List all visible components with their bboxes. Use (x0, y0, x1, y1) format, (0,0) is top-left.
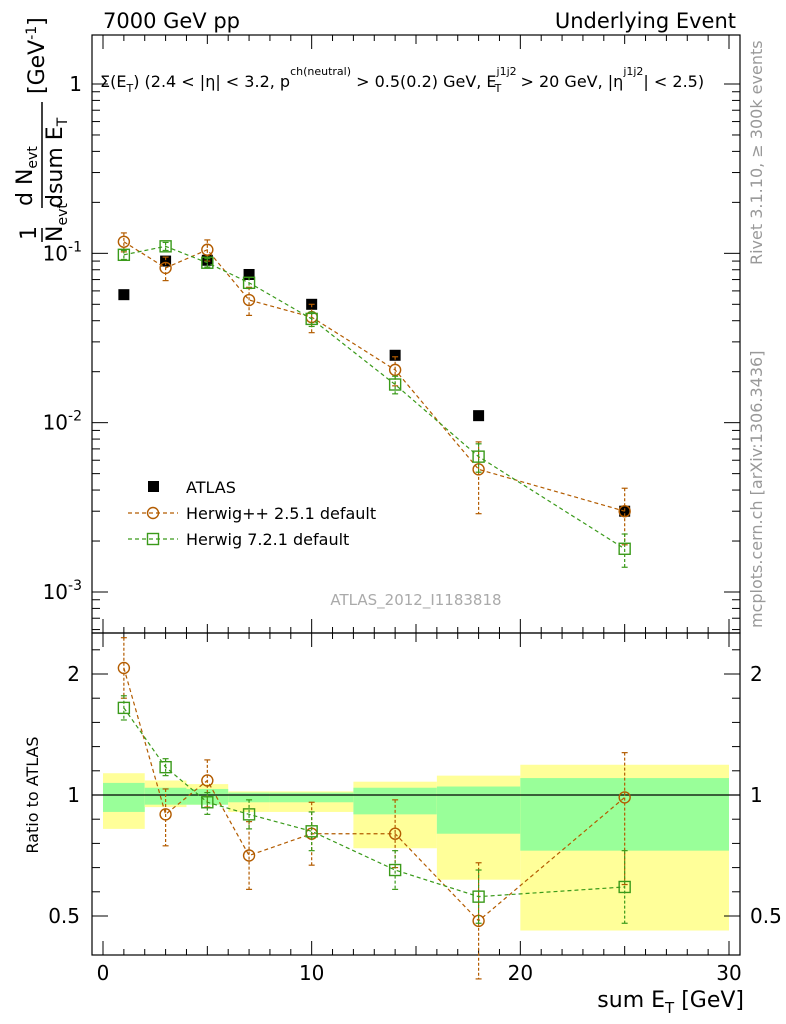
main-y-tick-label: 10-1 (43, 239, 82, 265)
ratio-herwig7-point (472, 890, 485, 903)
herwig7-point (159, 240, 172, 253)
ratio-herwigpp-point (388, 827, 402, 840)
herwig7-point (242, 276, 256, 289)
watermark: ATLAS_2012_I1183818 (330, 591, 501, 610)
band-green-3 (228, 792, 270, 803)
legend-atlas-label: ATLAS (186, 478, 236, 497)
ratio-herwig7-point (618, 880, 631, 894)
ratio-herwigpp-point (117, 661, 131, 675)
herwig7-point (201, 256, 214, 269)
header-right: Underlying Event (555, 9, 736, 33)
legend-herwig7-label: Herwig 7.2.1 default (186, 530, 349, 549)
ratio-y-tick-label-right: 0.5 (750, 904, 782, 928)
ratio-herwigpp-point (159, 808, 172, 821)
legend-herwigpp-marker (146, 506, 160, 520)
ratio-axes: 0 10 20 30 0.5 0.5 1 1 2 2 (48, 633, 782, 985)
legend-herwig7-marker (146, 532, 160, 546)
band-green-4 (269, 792, 354, 803)
ratio-herwig7-point (388, 863, 402, 877)
ratio-herwigpp-point (242, 849, 256, 862)
herwig7-point (388, 378, 402, 391)
ratio-marks (117, 637, 631, 980)
svg-text:1: 1 (17, 226, 42, 240)
svg-text:[GeV-1]: [GeV-1] (24, 17, 50, 94)
atlas-point (243, 268, 255, 280)
main-y-tick-label: 10-2 (43, 409, 82, 435)
ratio-y-tick-label-left: 0.5 (48, 904, 80, 928)
legend-atlas-marker (148, 481, 159, 492)
svg-text:dsum ET: dsum ET (43, 117, 71, 208)
ratio-y-axis-label: Ratio to ATLAS (23, 736, 42, 853)
herwig7-point (305, 312, 318, 326)
herwigpp-point (159, 261, 172, 275)
legend-herwigpp-label: Herwig++ 2.5.1 default (186, 504, 376, 523)
ratio-herwig7-line (123, 707, 625, 898)
ratio-herwig7-point (242, 808, 256, 821)
legend: ATLAS Herwig++ 2.5.1 default Herwig 7.2.… (128, 478, 376, 549)
herwig7-point (117, 248, 131, 262)
svg-text:d Nevt: d Nevt (13, 146, 41, 206)
band-green-0 (103, 782, 145, 812)
x-tick-label: 30 (716, 961, 741, 985)
ratio-herwig7-point (117, 701, 131, 715)
x-tick-label: 20 (508, 961, 533, 985)
ratio-y-tick-label-right: 1 (750, 783, 763, 807)
x-tick-label: 10 (299, 961, 324, 985)
herwigpp-point (201, 243, 214, 256)
main-y-tick-label: 10-3 (43, 578, 82, 604)
herwigpp-point (388, 363, 402, 377)
ratio-herwigpp-line (123, 667, 626, 922)
mcplots-label: mcplots.cern.ch [arXiv:1306.3436] (747, 351, 766, 628)
herwig7-line (123, 245, 625, 550)
ratio-herwigpp-point (201, 774, 214, 787)
plot-title: Σ(ET) (2.4 < |η| < 3.2, pch(neutral) > 0… (100, 65, 704, 95)
ratio-y-tick-label-left: 1 (67, 783, 80, 807)
herwig7-point (618, 542, 631, 555)
atlas-point (473, 410, 485, 422)
x-axis-label: sum ET [GeV] (597, 988, 744, 1017)
ratio-herwig7-point (305, 825, 318, 838)
atlas-point (389, 349, 401, 361)
main-y-tick-label: 1 (69, 72, 82, 96)
ratio-herwig7-point (201, 796, 214, 809)
herwigpp-point (117, 235, 131, 248)
ratio-y-tick-label-left: 2 (67, 662, 80, 686)
ratio-herwigpp-point (618, 791, 631, 804)
x-tick-label: 0 (97, 961, 110, 985)
herwigpp-point (618, 505, 631, 518)
herwigpp-line (123, 241, 625, 512)
herwig7-point (472, 450, 485, 463)
top-y-axis-label: 1 Nevt d Nevt dsum ET [GeV-1] (13, 17, 71, 242)
band-green-6 (436, 786, 521, 834)
main-axes: 10-3 10-2 10-1 1 (43, 35, 740, 633)
main-marks (117, 232, 631, 568)
ratio-herwig7-point (159, 760, 172, 774)
herwigpp-point (242, 293, 256, 307)
header-left: 7000 GeV pp (103, 9, 240, 33)
rivet-label: Rivet 3.1.10, ≥ 300k events (747, 40, 766, 265)
atlas-point (160, 255, 172, 267)
atlas-point (118, 289, 130, 301)
ratio-y-tick-label-right: 2 (750, 662, 763, 686)
